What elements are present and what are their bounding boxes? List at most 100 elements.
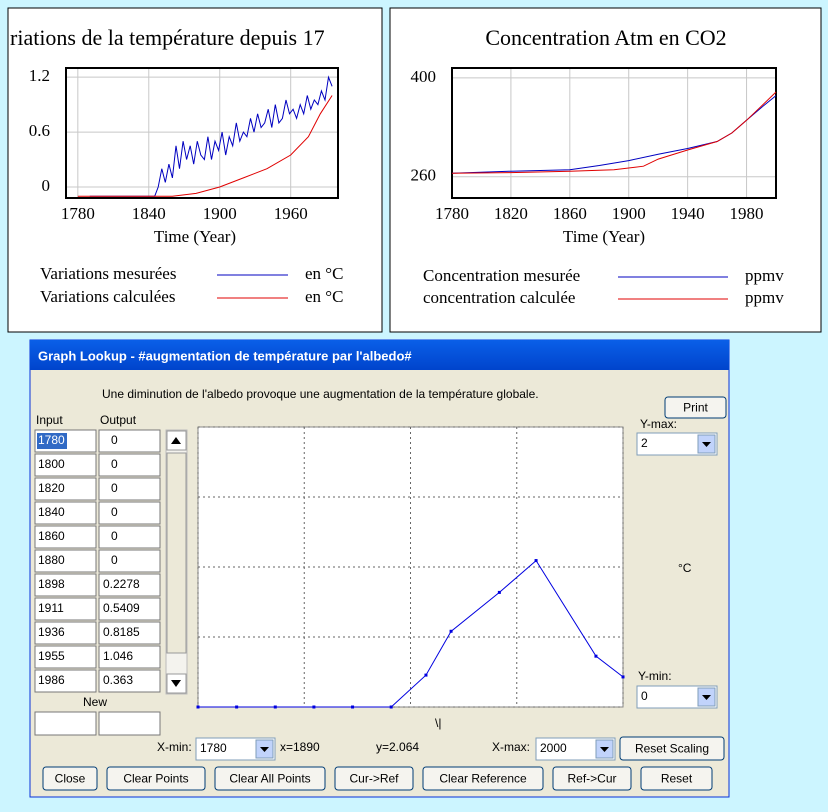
ymin-select[interactable] <box>636 685 718 709</box>
input-cell[interactable] <box>34 477 97 501</box>
arrow <box>171 680 181 687</box>
lookup-point[interactable] <box>389 705 393 709</box>
lookup-point[interactable] <box>351 705 355 709</box>
scroll-thumb[interactable] <box>166 452 187 654</box>
button-label[interactable]: Cur->Ref <box>349 772 399 786</box>
legend-unit: ppmv <box>745 288 784 307</box>
button[interactable] <box>619 736 725 761</box>
lookup-point[interactable] <box>235 705 239 709</box>
button-label[interactable]: Clear Points <box>123 772 188 786</box>
output-cell[interactable] <box>98 453 161 477</box>
new-output[interactable] <box>98 711 161 736</box>
x-tick-label: 1980 <box>730 204 764 223</box>
input-value: 1936 <box>38 625 65 639</box>
button[interactable] <box>106 766 206 791</box>
input-cell[interactable] <box>34 573 97 597</box>
input-cell[interactable] <box>34 453 97 477</box>
button-label[interactable]: Reset Scaling <box>635 742 709 756</box>
button-label[interactable]: Close <box>55 772 86 786</box>
y-tick-label: 1.2 <box>29 66 50 85</box>
lookup-point[interactable] <box>312 705 316 709</box>
output-value: 0.363 <box>103 673 133 687</box>
button-label[interactable]: Reset <box>661 772 693 786</box>
ymax-select[interactable] <box>636 432 718 456</box>
input-value: 1898 <box>38 577 65 591</box>
lookup-point[interactable] <box>424 673 428 677</box>
output-cell[interactable] <box>98 549 161 573</box>
xmax-select[interactable] <box>535 737 616 761</box>
output-value: 0.5409 <box>103 601 140 615</box>
button-label[interactable]: Clear Reference <box>439 772 527 786</box>
output-cell[interactable] <box>98 645 161 669</box>
series-line <box>451 91 777 174</box>
button[interactable] <box>664 396 727 419</box>
x-tick-label: 1900 <box>612 204 646 223</box>
series-line <box>89 75 333 197</box>
output-value: 0 <box>111 457 118 471</box>
new-input[interactable] <box>34 711 97 736</box>
output-cell[interactable] <box>98 669 161 693</box>
output-cell[interactable] <box>98 477 161 501</box>
button-label[interactable]: Clear All Points <box>229 772 310 786</box>
xmax-label: X-max: <box>492 740 530 754</box>
lookup-point[interactable] <box>594 654 598 658</box>
y-tick-label: 0 <box>42 176 51 195</box>
output-cell[interactable] <box>98 597 161 621</box>
button[interactable] <box>422 766 544 791</box>
input-cell[interactable] <box>34 525 97 549</box>
lookup-point[interactable] <box>273 705 277 709</box>
output-value: 1.046 <box>103 649 133 663</box>
button[interactable] <box>214 766 326 791</box>
button[interactable] <box>552 766 632 791</box>
xmax-select-value: 2000 <box>540 741 567 755</box>
output-cell[interactable] <box>98 501 161 525</box>
x-tick-label: 1820 <box>494 204 528 223</box>
series-line <box>77 95 333 197</box>
input-value: 1840 <box>38 505 65 519</box>
output-value: 0 <box>111 529 118 543</box>
input-cell[interactable] <box>34 597 97 621</box>
xmin-select[interactable] <box>195 737 276 761</box>
button[interactable] <box>42 766 98 791</box>
input-cell[interactable] <box>34 549 97 573</box>
output-cell[interactable] <box>98 525 161 549</box>
panel <box>7 7 383 333</box>
lookup-point[interactable] <box>196 705 200 709</box>
ymin-label: Y-min: <box>638 669 672 683</box>
output-cell[interactable] <box>98 573 161 597</box>
column-header: Output <box>100 413 137 427</box>
input-value: 1880 <box>38 553 65 567</box>
output-cell[interactable] <box>98 429 161 453</box>
x-tick-label: 1960 <box>274 204 308 223</box>
lookup-point[interactable] <box>534 559 538 563</box>
selection <box>37 433 67 449</box>
input-cell[interactable] <box>34 501 97 525</box>
input-cell[interactable] <box>34 669 97 693</box>
chart-title: Concentration Atm en CO2 <box>485 25 726 50</box>
x-axis-label: Time (Year) <box>563 227 645 246</box>
y-tick-label: 260 <box>411 166 437 185</box>
legend-label: Concentration mesurée <box>423 266 580 285</box>
plot-frame <box>451 67 777 199</box>
lookup-point[interactable] <box>621 675 625 679</box>
ymax-select-value: 2 <box>641 436 648 450</box>
output-cell[interactable] <box>98 621 161 645</box>
lookup-point[interactable] <box>497 590 501 594</box>
arrow <box>702 695 711 700</box>
button[interactable] <box>640 766 713 791</box>
input-cell[interactable] <box>34 645 97 669</box>
legend-unit: ppmv <box>745 266 784 285</box>
input-value: 1955 <box>38 649 65 663</box>
x-tick-label: 1900 <box>203 204 237 223</box>
button[interactable] <box>334 766 414 791</box>
button-label[interactable]: Print <box>683 401 708 415</box>
legend-label: Variations mesurées <box>40 264 176 283</box>
legend-unit: en °C <box>305 287 343 306</box>
input-cell[interactable] <box>34 621 97 645</box>
input-value: 1986 <box>38 673 65 687</box>
lookup-point[interactable] <box>449 629 453 633</box>
title-bar <box>30 340 729 370</box>
x-axis-label: Time (Year) <box>154 227 236 246</box>
button-label[interactable]: Ref->Cur <box>567 772 616 786</box>
ymax-label: Y-max: <box>640 417 677 431</box>
